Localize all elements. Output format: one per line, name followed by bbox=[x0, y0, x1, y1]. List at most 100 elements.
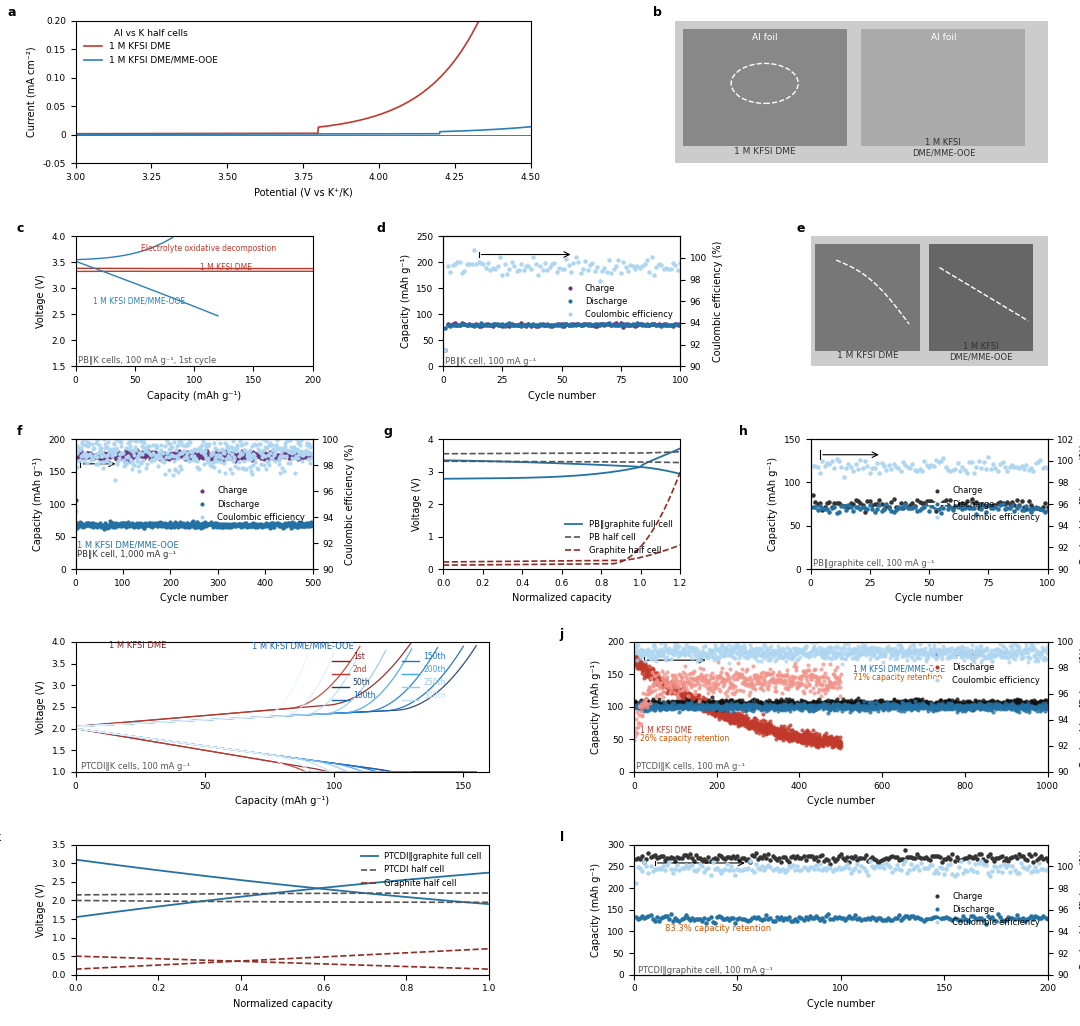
Point bbox=[1030, 855, 1048, 871]
Point bbox=[1037, 698, 1054, 714]
Point bbox=[833, 498, 850, 514]
Point bbox=[660, 261, 677, 277]
Point bbox=[1021, 649, 1038, 666]
Point bbox=[773, 727, 791, 744]
Point bbox=[174, 516, 191, 532]
Point bbox=[99, 434, 117, 450]
Point bbox=[819, 733, 836, 749]
Point bbox=[713, 707, 730, 723]
Point bbox=[251, 516, 268, 532]
Point bbox=[804, 695, 821, 711]
Point bbox=[199, 450, 216, 467]
Point bbox=[946, 698, 963, 714]
Point bbox=[1005, 652, 1023, 668]
Point bbox=[642, 662, 659, 678]
Point bbox=[168, 447, 186, 464]
Point bbox=[195, 449, 213, 466]
Point bbox=[105, 440, 122, 457]
Point bbox=[708, 694, 726, 710]
Point bbox=[87, 518, 105, 535]
Point bbox=[195, 456, 213, 472]
Point bbox=[869, 693, 887, 709]
Point bbox=[696, 700, 713, 716]
Point bbox=[451, 317, 469, 333]
Point bbox=[842, 699, 860, 715]
Point bbox=[1016, 695, 1034, 711]
Point bbox=[734, 711, 752, 727]
Point bbox=[222, 519, 240, 536]
Point bbox=[919, 851, 936, 867]
Point bbox=[270, 457, 287, 473]
Point bbox=[463, 317, 481, 333]
Point bbox=[975, 453, 993, 470]
Point bbox=[645, 664, 662, 680]
Point bbox=[810, 727, 827, 744]
Point bbox=[652, 702, 670, 718]
Point bbox=[193, 430, 211, 446]
Point bbox=[685, 687, 702, 704]
Point bbox=[190, 449, 207, 466]
Point bbox=[986, 642, 1003, 659]
Point bbox=[661, 681, 678, 698]
Point bbox=[647, 641, 664, 658]
Point bbox=[725, 679, 742, 696]
Point bbox=[567, 249, 584, 266]
Point bbox=[810, 644, 827, 661]
Point bbox=[644, 910, 661, 926]
Point bbox=[876, 646, 893, 663]
Point bbox=[626, 693, 644, 709]
Point bbox=[929, 642, 946, 659]
Point bbox=[751, 675, 768, 692]
Point bbox=[982, 642, 999, 659]
Point bbox=[862, 639, 879, 656]
Point bbox=[814, 738, 832, 754]
Point bbox=[129, 444, 146, 461]
Point bbox=[832, 737, 849, 753]
Point bbox=[846, 695, 863, 711]
Point bbox=[856, 452, 874, 469]
Point bbox=[70, 516, 87, 532]
Point bbox=[808, 908, 825, 924]
Point bbox=[662, 680, 679, 697]
Point bbox=[816, 499, 834, 515]
Point bbox=[958, 698, 975, 714]
Point bbox=[981, 846, 998, 863]
Point bbox=[661, 681, 678, 698]
Point bbox=[230, 446, 247, 463]
Point bbox=[645, 670, 662, 686]
Point bbox=[170, 449, 187, 466]
Point bbox=[665, 679, 683, 696]
Point bbox=[881, 696, 899, 712]
Point bbox=[841, 694, 859, 710]
PTCDI half cell bbox=[418, 886, 431, 899]
Point bbox=[160, 447, 177, 464]
Point bbox=[247, 446, 265, 463]
Point bbox=[649, 695, 666, 711]
Point bbox=[630, 698, 647, 714]
Point bbox=[639, 668, 657, 684]
Point bbox=[950, 697, 968, 713]
Point bbox=[823, 731, 840, 747]
Point bbox=[1031, 501, 1049, 517]
Point bbox=[957, 699, 974, 715]
Point bbox=[765, 664, 782, 680]
Point bbox=[967, 700, 984, 716]
Point bbox=[1037, 650, 1054, 667]
Point bbox=[1005, 702, 1023, 718]
Point bbox=[72, 515, 90, 531]
Point bbox=[870, 491, 888, 508]
Point bbox=[657, 700, 674, 716]
Point bbox=[1036, 695, 1053, 711]
Point bbox=[657, 701, 674, 717]
Point bbox=[211, 448, 228, 465]
Point bbox=[708, 909, 726, 925]
Point bbox=[84, 519, 102, 536]
Point bbox=[944, 701, 961, 717]
Point bbox=[833, 695, 850, 711]
Point bbox=[712, 693, 729, 709]
Point bbox=[1009, 702, 1026, 718]
Point bbox=[646, 673, 663, 689]
Point bbox=[756, 695, 773, 711]
Point bbox=[795, 912, 812, 929]
Point bbox=[946, 498, 963, 514]
